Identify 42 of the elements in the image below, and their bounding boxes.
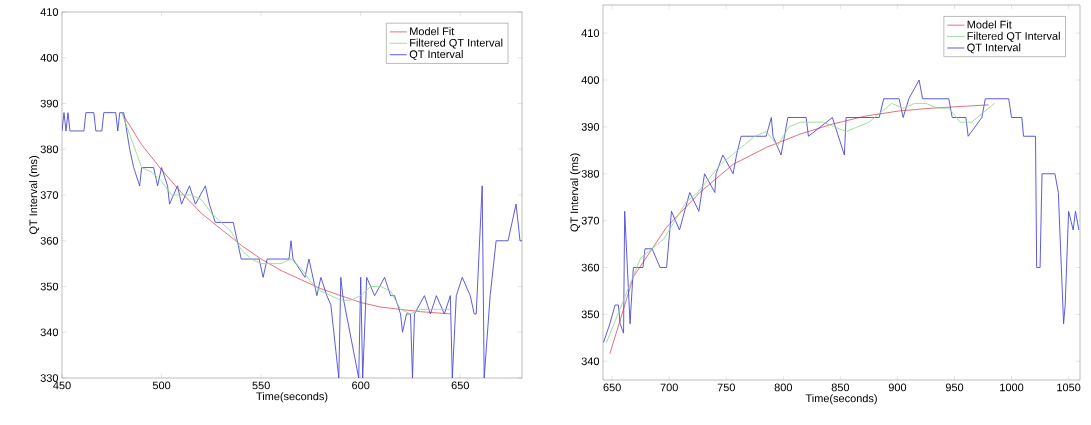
y-tick-label: 390 bbox=[581, 123, 600, 131]
y-tick-label: 350 bbox=[581, 310, 600, 319]
y-tick-label: 370 bbox=[581, 216, 600, 225]
x-tick-label: 950 bbox=[945, 383, 964, 392]
y-axis-title: QT Interval (ms) bbox=[29, 156, 40, 235]
y-tick-label: 400 bbox=[40, 53, 59, 62]
legend-label: Model Fit bbox=[410, 27, 455, 36]
y-tick-label: 380 bbox=[581, 169, 600, 178]
line-series bbox=[603, 79, 1080, 343]
y-tick-label: 360 bbox=[40, 236, 59, 245]
legend-label: QT Interval bbox=[409, 50, 463, 61]
x-tick-label: 550 bbox=[252, 381, 270, 390]
y-tick-label: 360 bbox=[581, 263, 600, 272]
x-tick-label: 1050 bbox=[1057, 383, 1081, 392]
x-tick-label: 650 bbox=[451, 381, 469, 390]
y-tick-label: 330 bbox=[40, 374, 59, 382]
y-tick-label: 340 bbox=[581, 357, 600, 366]
y-tick-label: 400 bbox=[581, 76, 600, 84]
y-tick-label: 340 bbox=[40, 328, 59, 337]
y-tick-label: 380 bbox=[40, 145, 59, 154]
x-tick-label: 1000 bbox=[1000, 383, 1024, 392]
y-tick-label: 390 bbox=[40, 99, 59, 108]
x-tick-label: 600 bbox=[352, 381, 370, 390]
x-tick-label: 450 bbox=[53, 381, 71, 390]
x-tick-label: 900 bbox=[888, 383, 907, 392]
legend-label: Filtered QT Interval bbox=[967, 31, 1060, 42]
legend-label: Model Fit bbox=[967, 20, 1012, 29]
x-axis-title: Time(seconds) bbox=[805, 394, 877, 405]
x-tick-label: 850 bbox=[831, 383, 850, 392]
x-axis-title: Time(seconds) bbox=[256, 392, 328, 403]
x-tick-label: 750 bbox=[717, 383, 735, 392]
legend-label: QT Interval bbox=[967, 43, 1021, 54]
x-tick-label: 700 bbox=[660, 383, 678, 392]
x-tick-label: 800 bbox=[774, 383, 793, 392]
x-tick-label: 650 bbox=[603, 383, 621, 392]
y-tick-label: 370 bbox=[40, 191, 59, 199]
y-tick-label: 350 bbox=[40, 282, 59, 291]
y-tick-label: 410 bbox=[581, 29, 600, 37]
y-axis-title: QT Interval (ms) bbox=[570, 153, 581, 232]
legend-label: Filtered QT Interval bbox=[410, 38, 503, 49]
y-tick-label: 410 bbox=[40, 8, 59, 16]
x-tick-label: 500 bbox=[152, 381, 171, 390]
